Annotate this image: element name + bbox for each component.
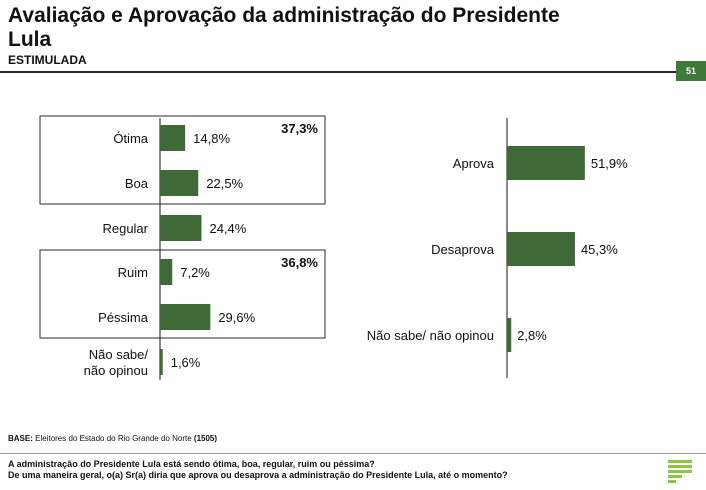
page-subtitle: ESTIMULADA (8, 53, 87, 67)
left-bar-ruim (160, 259, 173, 285)
base-n: (1505) (193, 434, 218, 443)
right-bar-desaprova (507, 232, 575, 266)
group-box-2 (39, 249, 326, 339)
left-bar-otima (160, 125, 186, 151)
left-bar-nao-sabe-nao-opinou (160, 349, 163, 375)
question-1: A administração do Presidente Lula está … (8, 459, 375, 469)
right-value-desaprova: 45,3% (581, 242, 618, 257)
group-total-1: 37,3% (281, 121, 318, 136)
left-category-pessima: Péssima (98, 310, 149, 325)
base-note: BASE: Eleitores do Estado do Rio Grande … (8, 434, 217, 443)
base-label: BASE: (8, 434, 33, 443)
left-bar-pessima (160, 304, 211, 330)
right-category-aprova: Aprova (453, 156, 495, 171)
charts-canvas: Ótima 14,8% Boa 22,5% Regular 24,4% Ruim 7,2% Pé… (39, 115, 628, 380)
left-category-nao-sabe-nao-opinou-line: não opinou (84, 363, 148, 378)
footer-rule (0, 453, 706, 454)
left-category-boa: Boa (125, 176, 149, 191)
right-value-aprova: 51,9% (591, 156, 628, 171)
left-category-ruim: Ruim (118, 265, 148, 280)
left-category-otima: Ótima (113, 131, 148, 146)
base-text: Eleitores do Estado do Rio Grande do Nor… (35, 434, 192, 443)
header-rule (0, 71, 676, 73)
left-value-pessima: 29,6% (218, 310, 255, 325)
right-category-nao-sabe-nao-opinou: Não sabe/ não opinou (367, 328, 494, 343)
left-value-ruim: 7,2% (180, 265, 210, 280)
group-total-2: 36,8% (281, 255, 318, 270)
question-2: De uma maneira geral, o(a) Sr(a) diria q… (8, 470, 508, 480)
left-category-nao-sabe-nao-opinou: Não sabe/não opinou (84, 347, 149, 378)
right-bar-nao-sabe-nao-opinou (507, 318, 512, 352)
right-bar-aprova (507, 146, 585, 180)
left-bar-regular (160, 215, 202, 241)
left-value-nao-sabe-nao-opinou: 1,6% (171, 355, 201, 370)
right-category-desaprova: Desaprova (431, 242, 495, 257)
group-box-1 (39, 115, 326, 205)
left-category-regular: Regular (102, 221, 148, 236)
striped-logo-icon (668, 460, 692, 483)
left-value-regular: 24,4% (209, 221, 246, 236)
left-value-otima: 14,8% (193, 131, 230, 146)
left-bar-boa (160, 170, 199, 196)
page-title: Avaliação e Aprovação da administração d… (8, 4, 560, 51)
left-category-nao-sabe-nao-opinou-line: Não sabe/ (89, 347, 149, 362)
left-value-boa: 22,5% (206, 176, 243, 191)
page-number-badge: 51 (676, 61, 706, 81)
right-value-nao-sabe-nao-opinou: 2,8% (517, 328, 547, 343)
